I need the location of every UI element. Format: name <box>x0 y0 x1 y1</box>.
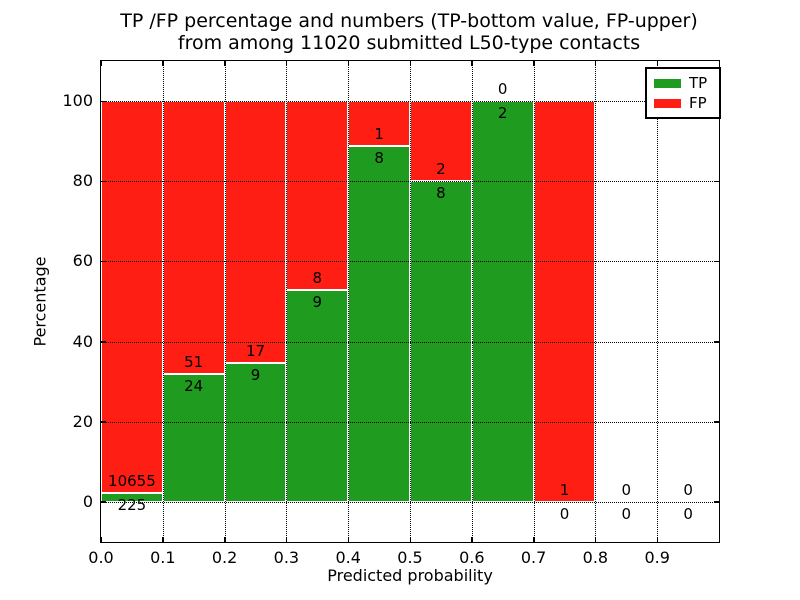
x-tick-label: 0.0 <box>88 548 114 567</box>
legend-label-fp: FP <box>689 94 707 112</box>
x-tick-label: 0.3 <box>273 548 300 567</box>
chart-title-line-1: TP /FP percentage and numbers (TP-bottom… <box>120 10 698 32</box>
bar-tp-segment <box>286 289 349 502</box>
x-tick-label: 0.8 <box>582 548 609 567</box>
y-tick-label: 100 <box>62 91 93 111</box>
y-axis-label-wrap: Percentage <box>29 61 51 542</box>
x-axis-label: Predicted probability <box>327 566 493 585</box>
x-tick-label: 0.6 <box>459 548 485 567</box>
legend-label-tp: TP <box>689 74 708 92</box>
bar-tp-segment <box>348 145 410 502</box>
y-tick-label: 0 <box>82 491 93 511</box>
y-tick-label: 40 <box>72 331 93 351</box>
x-tick-label: 0.9 <box>644 548 670 567</box>
tp-swatch-icon <box>654 78 681 88</box>
x-tick-label: 0.2 <box>211 548 238 567</box>
bar-tp-segment <box>101 493 163 502</box>
fp-swatch-icon <box>654 98 681 108</box>
x-tick-label: 0.5 <box>397 548 423 567</box>
legend-item-fp: FP <box>654 93 712 113</box>
chart-title: TP /FP percentage and numbers (TP-bottom… <box>100 10 718 54</box>
x-tick-label: 0.1 <box>150 548 176 567</box>
legend: TP FP <box>645 67 721 119</box>
bar-fp-segment <box>224 101 287 364</box>
bar-fp-segment <box>410 101 472 182</box>
x-tick-label: 0.4 <box>335 548 361 567</box>
y-tick-label: 60 <box>72 251 93 271</box>
bars-layer <box>101 61 719 542</box>
bar-fp-segment <box>101 101 163 494</box>
bar-fp-segment <box>533 101 596 502</box>
chart-title-line-2: from among 11020 submitted L50-type cont… <box>177 32 641 54</box>
bar-tp-segment <box>410 181 472 502</box>
bar-tp-segment <box>471 101 534 502</box>
y-tick-label: 80 <box>72 171 93 191</box>
bar-fp-segment <box>348 101 410 146</box>
y-tick-label: 20 <box>72 411 93 431</box>
legend-item-tp: TP <box>654 73 712 93</box>
bar-fp-segment <box>286 101 349 290</box>
plot-area: 10655 225 51 24 17 9 8 9 1 8 2 8 0 2 1 0 0 0 0 0 Predicted … <box>31 60 720 585</box>
x-tick-label: 0.7 <box>520 548 547 567</box>
bar-tp-segment <box>224 363 287 502</box>
bar-fp-segment <box>162 101 225 374</box>
bar-tp-segment <box>162 373 225 502</box>
